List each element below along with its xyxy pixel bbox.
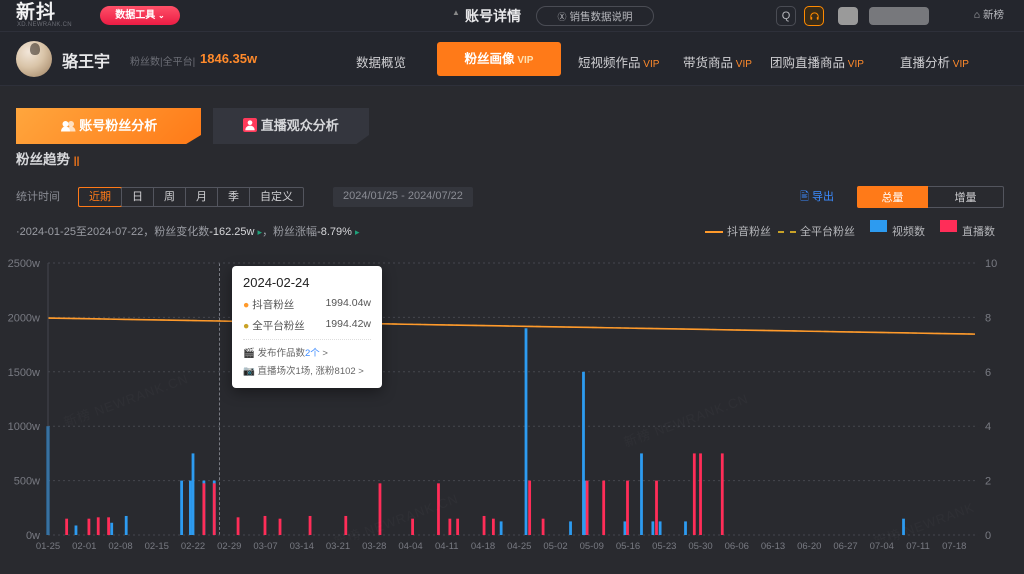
svg-text:2: 2	[985, 476, 991, 488]
svg-text:500w: 500w	[14, 476, 40, 488]
svg-text:01-25: 01-25	[36, 541, 60, 552]
svg-text:05-30: 05-30	[688, 541, 712, 552]
svg-text:4: 4	[985, 421, 991, 433]
svg-text:06-06: 06-06	[725, 541, 749, 552]
svg-text:05-23: 05-23	[652, 541, 676, 552]
svg-text:04-11: 04-11	[435, 541, 459, 552]
svg-text:02-08: 02-08	[108, 541, 132, 552]
svg-text:0: 0	[985, 530, 991, 542]
svg-text:2500w: 2500w	[8, 258, 40, 270]
svg-text:07-11: 07-11	[906, 541, 930, 552]
svg-text:06-13: 06-13	[761, 541, 785, 552]
svg-text:04-04: 04-04	[398, 541, 422, 552]
svg-text:02-15: 02-15	[145, 541, 169, 552]
svg-text:02-22: 02-22	[181, 541, 205, 552]
svg-text:6: 6	[985, 367, 991, 379]
svg-text:02-01: 02-01	[72, 541, 96, 552]
svg-text:07-04: 07-04	[870, 541, 894, 552]
svg-text:03-07: 03-07	[253, 541, 277, 552]
svg-text:05-09: 05-09	[580, 541, 604, 552]
svg-text:05-02: 05-02	[543, 541, 567, 552]
svg-text:10: 10	[985, 258, 997, 270]
svg-text:8: 8	[985, 312, 991, 324]
svg-text:04-18: 04-18	[471, 541, 495, 552]
svg-text:03-21: 03-21	[326, 541, 350, 552]
svg-text:02-29: 02-29	[217, 541, 241, 552]
svg-text:05-16: 05-16	[616, 541, 640, 552]
svg-text:06-27: 06-27	[833, 541, 857, 552]
svg-text:04-25: 04-25	[507, 541, 531, 552]
svg-text:1500w: 1500w	[8, 367, 40, 379]
svg-text:1000w: 1000w	[8, 421, 40, 433]
svg-text:03-14: 03-14	[290, 541, 314, 552]
svg-text:07-18: 07-18	[942, 541, 966, 552]
svg-text:06-20: 06-20	[797, 541, 821, 552]
svg-text:2000w: 2000w	[8, 312, 40, 324]
svg-text:03-28: 03-28	[362, 541, 386, 552]
